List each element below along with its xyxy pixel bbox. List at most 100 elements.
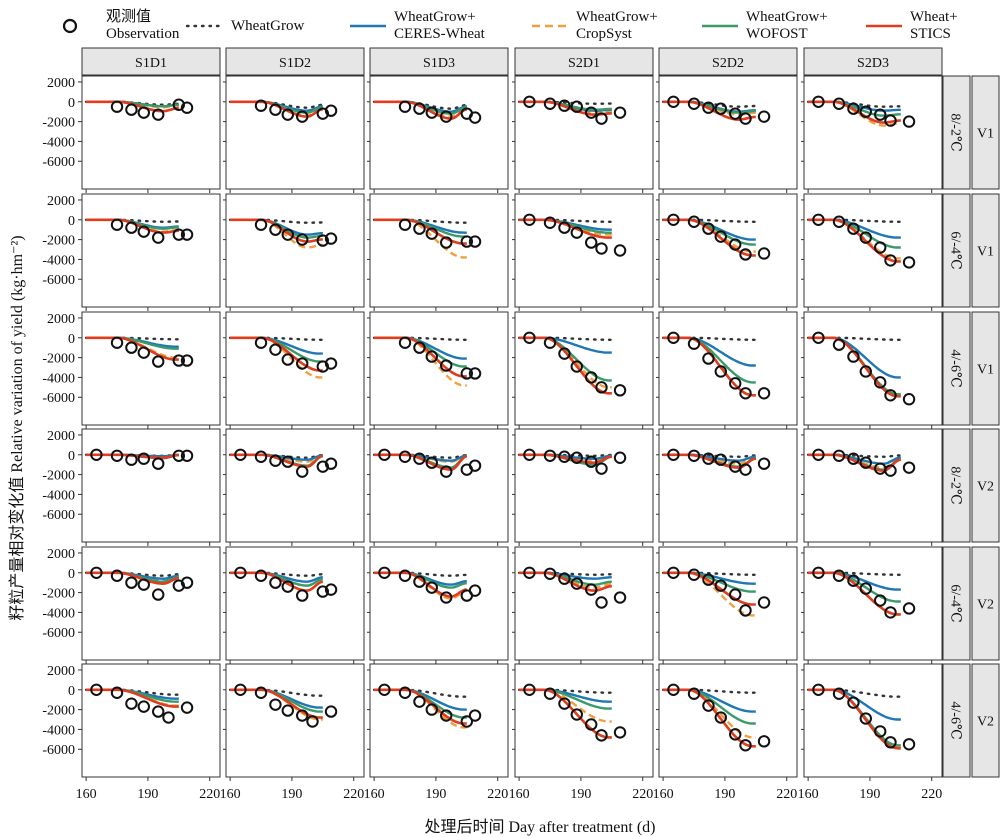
observation-point	[413, 695, 426, 708]
observation-point	[585, 583, 598, 596]
row-strip-variety-label: V1	[977, 245, 994, 260]
observation-point	[613, 106, 627, 119]
panel-frame	[225, 193, 365, 308]
observation-point	[125, 103, 138, 116]
observation-point	[281, 353, 294, 366]
row-strip-variety	[971, 193, 1000, 308]
observation-point	[585, 455, 598, 468]
observation-point	[739, 112, 752, 125]
y-tick-label: -4000	[42, 371, 75, 386]
observation-point	[180, 576, 194, 589]
observation-point	[324, 583, 338, 596]
observation-point	[425, 106, 438, 119]
observation-point	[281, 704, 294, 717]
observation-point	[152, 355, 165, 368]
observation-point	[398, 336, 412, 349]
observation-point	[413, 222, 426, 235]
observation-point	[847, 222, 860, 235]
observation-point	[425, 227, 438, 240]
y-tick-label: -6000	[42, 273, 75, 288]
y-tick-label: -4000	[42, 488, 75, 503]
observation-point	[440, 709, 453, 722]
observation-point	[884, 114, 897, 127]
observation-point	[523, 331, 536, 344]
observation-point	[859, 365, 872, 378]
observation-point	[874, 376, 887, 389]
observation-point	[281, 228, 294, 241]
y-tick-label: -6000	[42, 391, 75, 406]
observation-point	[460, 367, 474, 380]
observation-point	[859, 582, 872, 595]
observation-point	[543, 216, 557, 229]
observation-point	[254, 686, 268, 699]
observation-point	[234, 683, 247, 696]
observation-point	[180, 449, 194, 462]
observation-point	[570, 708, 583, 721]
observation-point	[702, 699, 715, 712]
row-strip-temperature	[942, 663, 971, 778]
observation-point	[847, 574, 860, 587]
legend-label-wofost: WheatGrow+ WOFOST	[746, 9, 828, 42]
observation-point	[702, 573, 715, 586]
observation-point	[269, 454, 282, 467]
observation-point	[440, 236, 453, 249]
observation-point	[413, 102, 426, 115]
observation-point	[468, 709, 482, 722]
observation-point	[234, 566, 247, 579]
observation-point	[125, 341, 138, 354]
observation-point	[543, 336, 557, 349]
observation-point	[440, 591, 453, 604]
y-axis-title: 籽粒产量相对变化值 Relative variation of yield (k…	[8, 235, 26, 620]
row-strip-variety	[971, 428, 1000, 543]
panel-frame	[81, 663, 221, 778]
panel-frame	[658, 663, 798, 778]
observation-point	[729, 377, 742, 390]
y-tick-label: -2000	[42, 469, 75, 484]
panel-frame	[225, 546, 365, 661]
observation-point	[702, 222, 715, 235]
y-tick-label: 2000	[47, 547, 75, 562]
observation-point	[702, 352, 715, 365]
observation-point	[667, 213, 680, 226]
observation-point	[440, 110, 453, 123]
observation-point	[180, 701, 194, 714]
legend-label-observation: 观测值 Observation	[106, 9, 180, 42]
y-tick-label: -6000	[42, 743, 75, 758]
observation-point	[152, 457, 165, 470]
observation-point	[269, 223, 282, 236]
observation-point	[110, 569, 124, 582]
y-tick-label: -4000	[42, 723, 75, 738]
observation-point	[378, 448, 391, 461]
observation-point	[254, 569, 268, 582]
observation-point	[757, 457, 771, 470]
observation-point	[324, 705, 338, 718]
row-strip-variety	[971, 663, 1000, 778]
observation-point	[570, 226, 583, 239]
legend-symbol-cropsyst	[532, 24, 568, 28]
observation-point	[234, 448, 247, 461]
observation-point	[460, 235, 474, 248]
y-tick-label: -2000	[42, 587, 75, 602]
y-tick-label: -2000	[42, 116, 75, 131]
x-tick-label: 190	[859, 787, 880, 802]
panel-frame	[658, 428, 798, 543]
observation-point	[859, 105, 872, 118]
panel-frame	[803, 663, 943, 778]
observation-point	[812, 213, 825, 226]
observation-point	[137, 700, 150, 713]
observation-point	[570, 100, 583, 113]
legend-label-ceres-wheat: WheatGrow+ CERES-Wheat	[394, 9, 485, 42]
observation-point	[468, 584, 482, 597]
x-tick-label: 160	[76, 787, 97, 802]
observation-point	[281, 455, 294, 468]
observation-point	[523, 683, 536, 696]
observation-point	[137, 106, 150, 119]
x-tick-label: 190	[714, 787, 735, 802]
y-tick-label: 0	[68, 96, 75, 111]
series-line-stics	[86, 336, 179, 361]
observation-point	[757, 110, 771, 123]
observation-point	[884, 389, 897, 402]
panel-frame	[803, 546, 943, 661]
observation-point	[739, 463, 752, 476]
observation-point	[729, 588, 742, 601]
